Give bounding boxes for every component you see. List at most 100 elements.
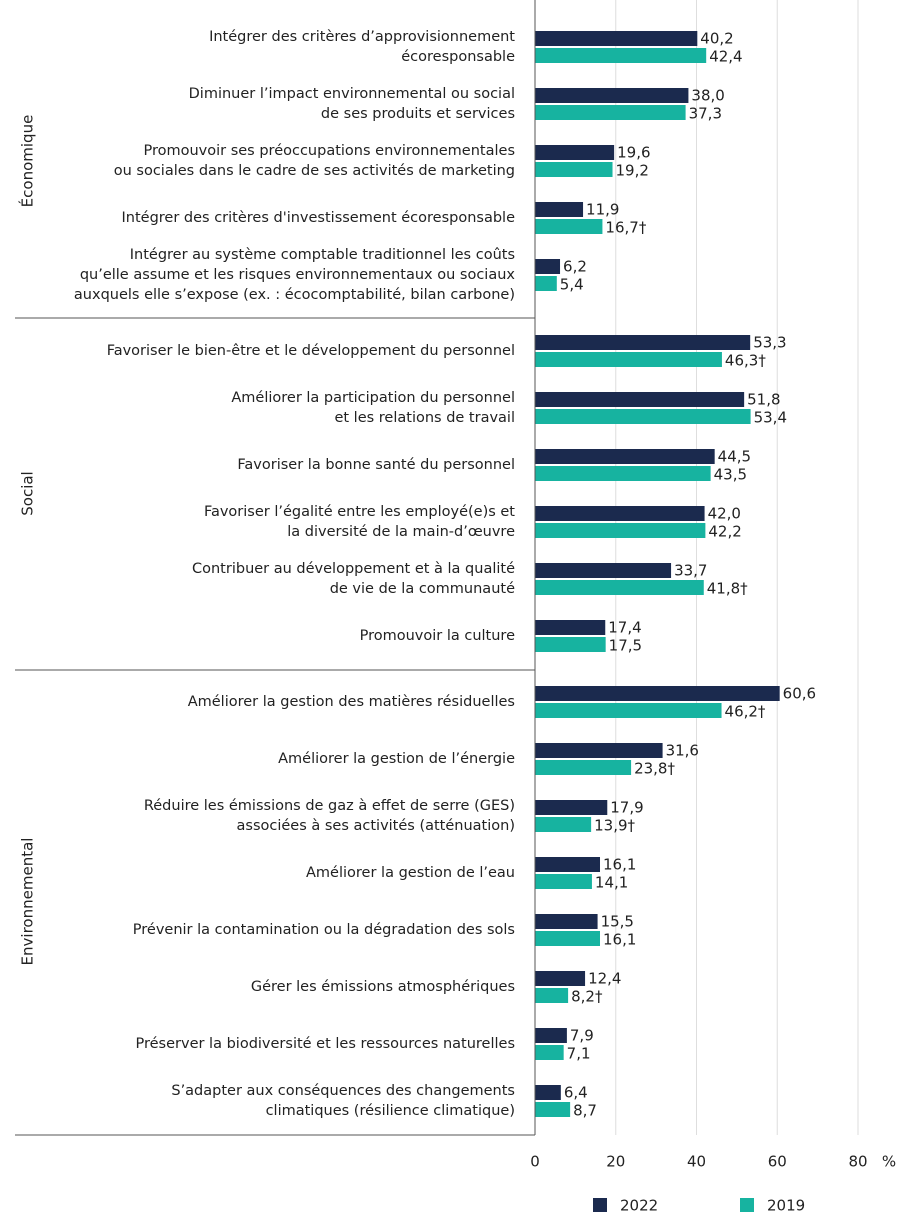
value-label: 7,1 — [567, 1045, 591, 1063]
value-label: 43,5 — [714, 466, 747, 484]
bar — [535, 857, 601, 872]
value-label: 60,6 — [783, 685, 816, 703]
bar — [535, 335, 751, 350]
bar — [535, 743, 663, 758]
category-label: Intégrer au système comptable traditionn… — [73, 247, 515, 303]
category-label: Améliorer la participation du personnel … — [231, 390, 515, 426]
bar — [535, 563, 672, 578]
group-label: Économique — [18, 115, 37, 208]
category-label: Améliorer la gestion de l’énergie — [278, 751, 515, 767]
x-tick-label: 40 — [687, 1153, 706, 1171]
bar — [535, 219, 603, 234]
group-label: Environnemental — [19, 838, 37, 966]
group-label: Social — [19, 471, 37, 515]
value-label: 42,0 — [708, 505, 741, 523]
value-label: 38,0 — [691, 87, 724, 105]
bar — [535, 105, 686, 120]
category-label: Intégrer des critères d'investissement é… — [121, 210, 515, 226]
bar — [535, 31, 698, 46]
value-label: 6,4 — [564, 1084, 588, 1102]
value-label: 16,1 — [603, 931, 636, 949]
value-label: 42,2 — [708, 523, 741, 541]
value-label: 23,8† — [634, 760, 675, 778]
bar — [535, 259, 561, 274]
value-label: 16,7† — [605, 219, 646, 237]
bar — [535, 971, 586, 986]
bar — [535, 202, 584, 217]
value-label: 31,6 — [666, 742, 699, 760]
value-label: 12,4 — [588, 970, 621, 988]
value-label: 46,2† — [725, 703, 766, 721]
bar — [535, 620, 606, 635]
value-label: 40,2 — [700, 30, 733, 48]
bar — [535, 48, 707, 63]
bar — [535, 1102, 571, 1117]
bar — [535, 506, 705, 521]
bar — [535, 800, 608, 815]
value-label: 17,5 — [609, 637, 642, 655]
category-label: Améliorer la gestion de l’eau — [306, 865, 515, 881]
value-label: 53,4 — [754, 409, 787, 427]
value-label: 51,8 — [747, 391, 780, 409]
bar — [535, 914, 598, 929]
value-label: 46,3† — [725, 352, 766, 370]
bar — [535, 1045, 564, 1060]
bar — [535, 1028, 567, 1043]
bar — [535, 523, 706, 538]
x-tick-label: 80 — [848, 1153, 867, 1171]
bar — [535, 988, 569, 1003]
value-label: 19,6 — [617, 144, 650, 162]
value-label: 44,5 — [718, 448, 751, 466]
x-tick-label: 60 — [768, 1153, 787, 1171]
bar — [535, 703, 722, 718]
x-tick-label: 20 — [606, 1153, 625, 1171]
category-label: Diminuer l’impact environnemental ou soc… — [188, 86, 515, 122]
bar — [535, 276, 557, 291]
category-label: Réduire les émissions de gaz à effet de … — [143, 798, 515, 834]
bar — [535, 466, 711, 481]
category-label: Favoriser l’égalité entre les employé(e)… — [203, 504, 515, 540]
value-label: 17,4 — [608, 619, 641, 637]
value-label: 37,3 — [689, 105, 722, 123]
value-label: 14,1 — [595, 874, 628, 892]
bar — [535, 1085, 561, 1100]
category-label: Préserver la biodiversité et les ressour… — [135, 1036, 516, 1052]
value-label: 5,4 — [560, 276, 584, 294]
category-label: Gérer les émissions atmosphériques — [250, 979, 515, 995]
bar — [535, 145, 615, 160]
category-label: S’adapter aux conséquences des changemen… — [171, 1083, 515, 1119]
category-label: Prévenir la contamination ou la dégradat… — [132, 922, 515, 938]
bar — [535, 874, 592, 889]
x-tick-label: 0 — [530, 1153, 540, 1171]
value-label: 15,5 — [601, 913, 634, 931]
legend-label: 2022 — [620, 1197, 658, 1215]
bar — [535, 409, 751, 424]
value-label: 16,1 — [603, 856, 636, 874]
category-label: Favoriser la bonne santé du personnel — [237, 457, 515, 473]
value-label: 41,8† — [707, 580, 748, 598]
value-label: 11,9 — [586, 201, 619, 219]
bar — [535, 931, 601, 946]
value-label: 42,4 — [709, 48, 742, 66]
category-label: Contribuer au développement et à la qual… — [192, 561, 515, 597]
bar — [535, 580, 704, 595]
category-label: Promouvoir ses préoccupations environnem… — [113, 143, 515, 179]
value-label: 7,9 — [570, 1027, 594, 1045]
legend-swatch — [593, 1198, 607, 1212]
bar — [535, 637, 606, 652]
category-label: Intégrer des critères d’approvisionnemen… — [209, 29, 515, 65]
bar — [535, 352, 722, 367]
value-label: 17,9 — [610, 799, 643, 817]
bar — [535, 760, 632, 775]
bar — [535, 88, 689, 103]
bar — [535, 449, 715, 464]
value-label: 8,2† — [571, 988, 603, 1006]
value-label: 6,2 — [563, 258, 587, 276]
value-label: 13,9† — [594, 817, 635, 835]
category-label: Favoriser le bien-être et le développeme… — [106, 343, 515, 359]
category-label: Améliorer la gestion des matières résidu… — [187, 694, 515, 710]
legend-label: 2019 — [767, 1197, 805, 1215]
bar — [535, 162, 613, 177]
